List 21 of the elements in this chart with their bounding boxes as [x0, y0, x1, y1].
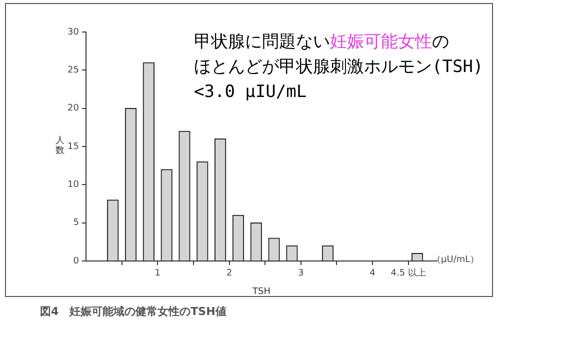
y-axis-title: 人数: [56, 135, 64, 156]
y-tick-label: 10: [68, 180, 80, 190]
text: 図4 妊娠可能域の健常女性のTSH値: [40, 304, 226, 319]
annotation: 甲状腺に問題ない: [194, 32, 330, 52]
annotation: （μU/mL）: [432, 254, 480, 266]
y-tick-label: 25: [68, 66, 79, 76]
x-tick-label: 3: [298, 268, 304, 279]
y-tick-label: 15: [68, 142, 79, 152]
annotation: の: [432, 32, 449, 52]
y-tick-label: 30: [68, 27, 80, 38]
annotation: 妊娠可能女性: [330, 32, 432, 52]
annotation: ほとんどが甲状腺刺激ホルモン(TSH): [194, 56, 484, 79]
x-axis-title: TSH: [252, 286, 270, 297]
x-tick-label: 2: [226, 268, 232, 279]
y-tick-label: 5: [73, 218, 79, 228]
x-tick-label: 4: [370, 268, 376, 279]
y-tick-label: 0: [73, 256, 80, 266]
x-tick-label: 1: [154, 268, 160, 279]
annotation: <3.0 μIU/mL: [194, 81, 308, 104]
y-tick-label: 20: [68, 104, 80, 114]
x-tick-label: 4.5 以上: [390, 268, 426, 279]
